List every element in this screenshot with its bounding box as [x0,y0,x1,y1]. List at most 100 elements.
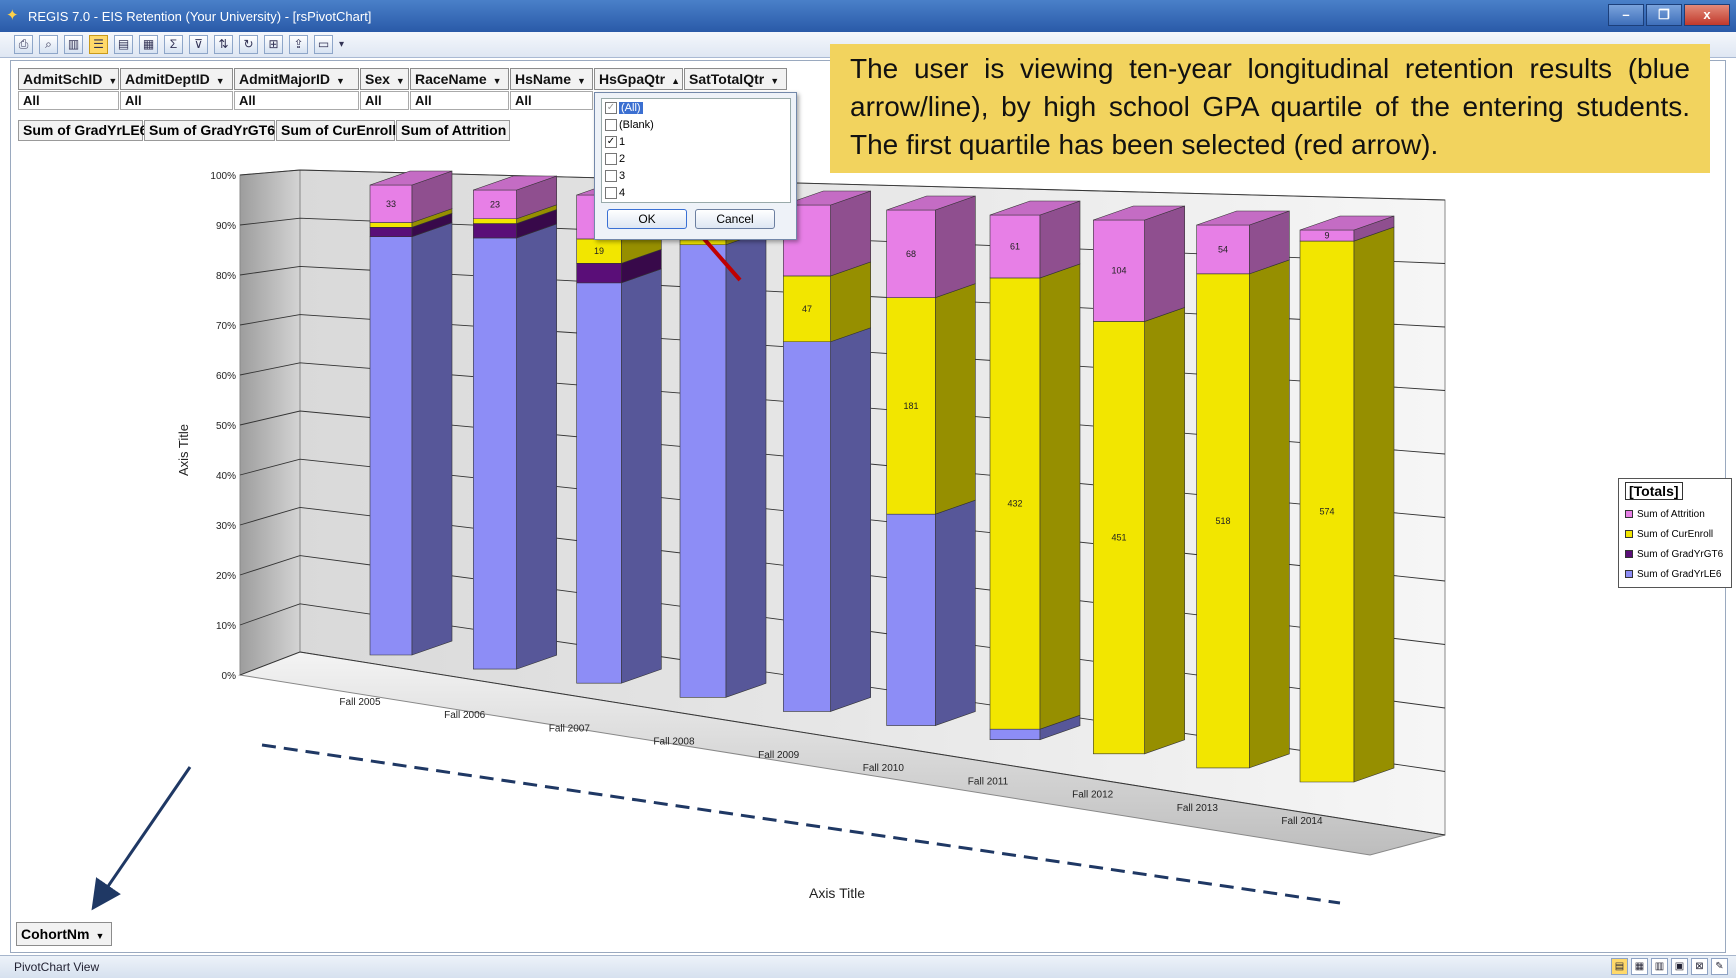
filter-item-label: 4 [619,186,626,199]
print-icon[interactable]: ⎙ [14,35,33,54]
chevron-down-icon[interactable]: ▼ [395,76,405,86]
filter-field-label: AdmitDeptID [125,71,210,87]
data-field-curenroll[interactable]: Sum of CurEnroll [276,120,396,141]
legend-label: Sum of CurEnroll [1637,528,1714,540]
filter-item[interactable]: 4 [602,184,790,201]
folder-icon[interactable]: ▭ [314,35,333,54]
ok-button[interactable]: OK [607,209,687,229]
field-list-icon[interactable]: ▤ [114,35,133,54]
legend-entry: Sum of CurEnroll [1625,524,1725,544]
window-title: REGIS 7.0 - EIS Retention (Your Universi… [28,8,372,24]
minimize-button[interactable]: – [1608,4,1644,26]
checkbox-icon[interactable]: ✓ [605,135,617,148]
checkbox-icon[interactable] [605,152,617,165]
filter-field-value: All [410,91,509,110]
row-field-label: CohortNm [21,926,90,942]
status-text: PivotChart View [14,960,100,974]
row-field-cohortnm[interactable]: CohortNm ▼ [16,922,112,946]
legend-entry: Sum of Attrition [1625,504,1725,524]
data-field-attrition[interactable]: Sum of Attrition [396,120,510,141]
data-field-gradyrgt6[interactable]: Sum of GradYrGT6 [144,120,275,141]
legend-label: Sum of GradYrLE6 [1637,568,1722,580]
legend-label: Sum of Attrition [1637,508,1705,520]
filter-field-racename[interactable]: RaceName ▼ [410,68,509,90]
expand-icon[interactable]: ⊞ [264,35,283,54]
annotation-callout: The user is viewing ten-year longitudina… [830,44,1710,173]
close-button[interactable]: x [1684,4,1730,26]
view-pivottable-icon[interactable]: ▦ [1631,958,1648,975]
filter-field-sex[interactable]: Sex ▼ [360,68,409,90]
legend-swatch [1625,530,1633,538]
legend-entry: Sum of GradYrGT6 [1625,544,1725,564]
more-icon[interactable]: ▾ [339,39,345,50]
filter-field-value: All [360,91,409,110]
filter-field-hsgpaqtr[interactable]: HsGpaQtr ▲ [594,68,683,90]
legend-title: [Totals] [1625,482,1683,500]
filter-item[interactable]: (Blank) [602,116,790,133]
chevron-down-icon[interactable]: ▼ [770,76,780,86]
filter-field-admitdeptid[interactable]: AdmitDeptID ▼ [120,68,233,90]
pivot-chart-frame [10,60,1726,953]
filter-field-label: HsGpaQtr [599,71,666,87]
legend-swatch [1625,510,1633,518]
filter-item-label: 1 [619,135,626,148]
filter-item[interactable]: 2 [602,150,790,167]
filter-item[interactable]: ✓ 1 [602,133,790,150]
filter-field-value: All [18,91,119,110]
filter-field-admitmajorid[interactable]: AdmitMajorID ▼ [234,68,359,90]
chevron-down-icon[interactable]: ▼ [108,76,118,86]
dropdown-arrow-icon[interactable]: ▼ [95,931,105,941]
view-chart-icon[interactable]: ▥ [1651,958,1668,975]
filter-item-label: 3 [619,169,626,182]
legend-entry: Sum of GradYrLE6 [1625,564,1725,584]
status-bar: PivotChart View ▤ ▦ ▥ ▣ ⊠ ✎ [0,955,1736,978]
filter-item[interactable]: ✓ (All) [602,99,790,116]
checkbox-icon[interactable] [605,169,617,182]
checkbox-icon[interactable] [605,186,617,199]
legend-label: Sum of GradYrGT6 [1637,548,1724,560]
filter-icon[interactable]: ⊽ [189,35,208,54]
filter-field-label: SatTotalQtr [689,71,765,87]
view-design-icon[interactable]: ⊠ [1691,958,1708,975]
chevron-down-icon[interactable]: ▼ [215,76,225,86]
chevron-down-icon[interactable]: ▼ [492,76,502,86]
restore-button[interactable]: ❐ [1646,4,1682,26]
export-icon[interactable]: ⇪ [289,35,308,54]
refresh-icon[interactable]: ↻ [239,35,258,54]
view-report-icon[interactable]: ▣ [1671,958,1688,975]
legend-swatch [1625,570,1633,578]
chevron-down-icon[interactable]: ▼ [336,76,345,86]
filter-field-value: All [120,91,233,110]
filter-field-value: All [234,91,359,110]
grid-icon[interactable]: ▦ [139,35,158,54]
cancel-button[interactable]: Cancel [695,209,775,229]
view-pivotchart-icon[interactable]: ▤ [1611,958,1628,975]
filter-field-label: HsName [515,71,572,87]
checkbox-icon[interactable]: ✓ [605,101,617,114]
filter-field-value: All [510,91,593,110]
filter-item-label: (Blank) [619,118,654,131]
view-sql-icon[interactable]: ✎ [1711,958,1728,975]
filter-field-label: AdmitMajorID [239,71,330,87]
preview-icon[interactable]: ⌕ [39,35,58,54]
sort-icon[interactable]: ⇅ [214,35,233,54]
legend-swatch [1625,550,1633,558]
filter-field-label: RaceName [415,71,487,87]
chart-icon[interactable]: ▥ [64,35,83,54]
data-field-gradyrle6[interactable]: Sum of GradYrLE6 [18,120,147,141]
app-icon: ✦ [6,7,19,24]
filter-field-hsname[interactable]: HsName ▼ [510,68,593,90]
title-bar: ✦ REGIS 7.0 - EIS Retention (Your Univer… [0,0,1736,32]
chevron-down-icon[interactable]: ▼ [577,76,586,86]
pivot-table-icon[interactable]: ☰ [89,35,108,54]
sum-icon[interactable]: Σ [164,35,183,54]
filter-item-label: 2 [619,152,626,165]
filter-field-sattotalqtr[interactable]: SatTotalQtr ▼ [684,68,787,90]
filter-item-label: (All) [619,101,643,114]
chevron-up-icon[interactable]: ▲ [671,76,681,86]
chart-legend: [Totals] Sum of Attrition Sum of CurEnrol… [1618,478,1732,588]
filter-item[interactable]: 3 [602,167,790,184]
filter-field-admitschid[interactable]: AdmitSchID ▼ [18,68,119,90]
checkbox-icon[interactable] [605,118,617,131]
filter-field-label: AdmitSchID [23,71,103,87]
